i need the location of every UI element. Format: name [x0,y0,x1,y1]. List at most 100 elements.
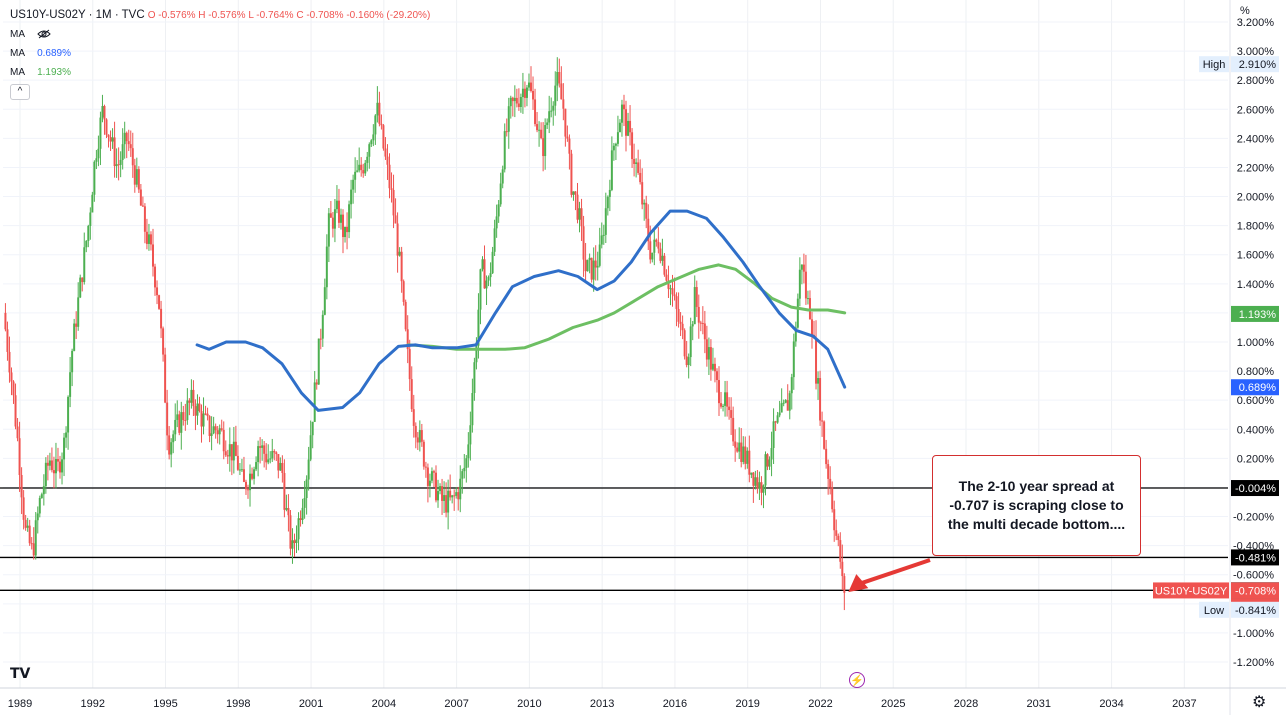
candle-body [726,392,729,407]
y-tick-label: 1.000% [1237,337,1275,349]
candle-body [160,308,163,329]
candle-body [236,455,239,470]
candle-body [24,519,27,528]
candle-body [772,421,775,449]
candle-body [46,462,49,466]
gear-icon[interactable]: ⚙ [1252,694,1267,711]
price-label-value: -0.841% [1235,605,1276,617]
candle-body [83,247,86,283]
candle-body [691,324,694,327]
candle-body [202,413,205,427]
ma-value-blue: 0.689% [37,48,71,59]
candle-body [426,467,429,486]
annotation-text-box[interactable]: The 2-10 year spread at -0.707 is scrapi… [932,455,1141,556]
candle-body [432,471,435,473]
candle-body [546,122,549,126]
x-tick-label: 2004 [372,698,396,710]
candle-body [263,445,266,454]
price-label-tag: Low [1204,605,1224,617]
candle-body [408,349,411,380]
candle-body [647,218,650,242]
candle-body [530,82,533,91]
candle-body [311,421,314,436]
candle-body [97,148,100,159]
candle-body [178,414,181,433]
candle-body [738,442,741,452]
price-label-bg [1231,480,1279,497]
candle-body [85,240,88,248]
candle-body [71,350,74,373]
candle-body [578,208,581,220]
lightning-icon[interactable]: ⚡ [849,672,865,688]
candle-body [257,446,260,463]
candle-body [596,265,599,268]
candle-body [511,97,514,102]
candle-body [732,417,735,442]
candle-body [214,426,217,431]
candle-body [253,469,256,479]
candle-body [493,228,496,252]
candle-body [600,235,603,245]
candle-body [18,438,21,475]
candle-body [121,144,124,160]
candle-body [54,459,57,474]
annotation-arrow [848,558,931,593]
candle-body [67,396,70,433]
candle-body [457,492,460,500]
candle-body [186,400,189,421]
eye-hidden-icon[interactable] [37,29,51,39]
candle-body [762,485,765,493]
x-tick-label: 1992 [81,698,105,710]
ma-label-2[interactable]: MA [10,48,25,59]
ma-label-1[interactable]: MA [10,29,25,40]
y-tick-label: -0.600% [1233,570,1274,582]
candle-body [780,403,783,413]
candle-body [194,406,197,416]
candle-body [586,260,589,272]
candle-body [372,134,375,141]
collapse-legend-button[interactable]: ^ [10,84,30,100]
candle-body [198,403,201,412]
candle-body [317,338,320,385]
y-tick-label: -1.000% [1233,628,1274,640]
candle-body [730,410,733,418]
ohlc-values: O -0.576% H -0.576% L -0.764% C -0.708% … [147,10,431,21]
candle-body [580,208,583,227]
candle-body [327,213,330,247]
candle-body [602,234,605,236]
candle-body [802,264,805,272]
candle-body [325,246,328,288]
candle-body [455,492,458,496]
price-label-tag: US10Y-US02Y [1155,585,1228,597]
candle-body [736,447,739,452]
price-label-tag-bg [1199,601,1229,618]
candle-body [40,494,43,498]
candle-body [158,295,161,309]
candle-body [584,259,587,272]
tradingview-logo[interactable]: TV [10,666,31,682]
candle-body [8,351,11,373]
candle-body [489,273,492,278]
candle-body [390,188,393,190]
candle-body [536,124,539,131]
candle-body [30,543,33,545]
candle-body [103,106,106,120]
y-tick-label: 1.600% [1237,250,1275,262]
candle-body [441,486,444,501]
ma-line-blue [195,209,847,412]
candle-body [483,259,486,289]
y-tick-label: 2.600% [1237,104,1275,116]
symbol-title[interactable]: US10Y-US02Y · 1M · TVC [10,9,145,21]
candle-body [576,194,579,220]
candle-body [247,489,249,491]
candle-body [77,297,80,327]
candle-body [374,115,377,135]
candle-body [467,444,470,459]
candle-body [469,425,472,445]
candle-body [748,450,751,475]
candle-body [28,525,31,544]
ma-label-3[interactable]: MA [10,67,25,78]
candle-body [238,469,241,471]
candle-body [790,377,793,394]
